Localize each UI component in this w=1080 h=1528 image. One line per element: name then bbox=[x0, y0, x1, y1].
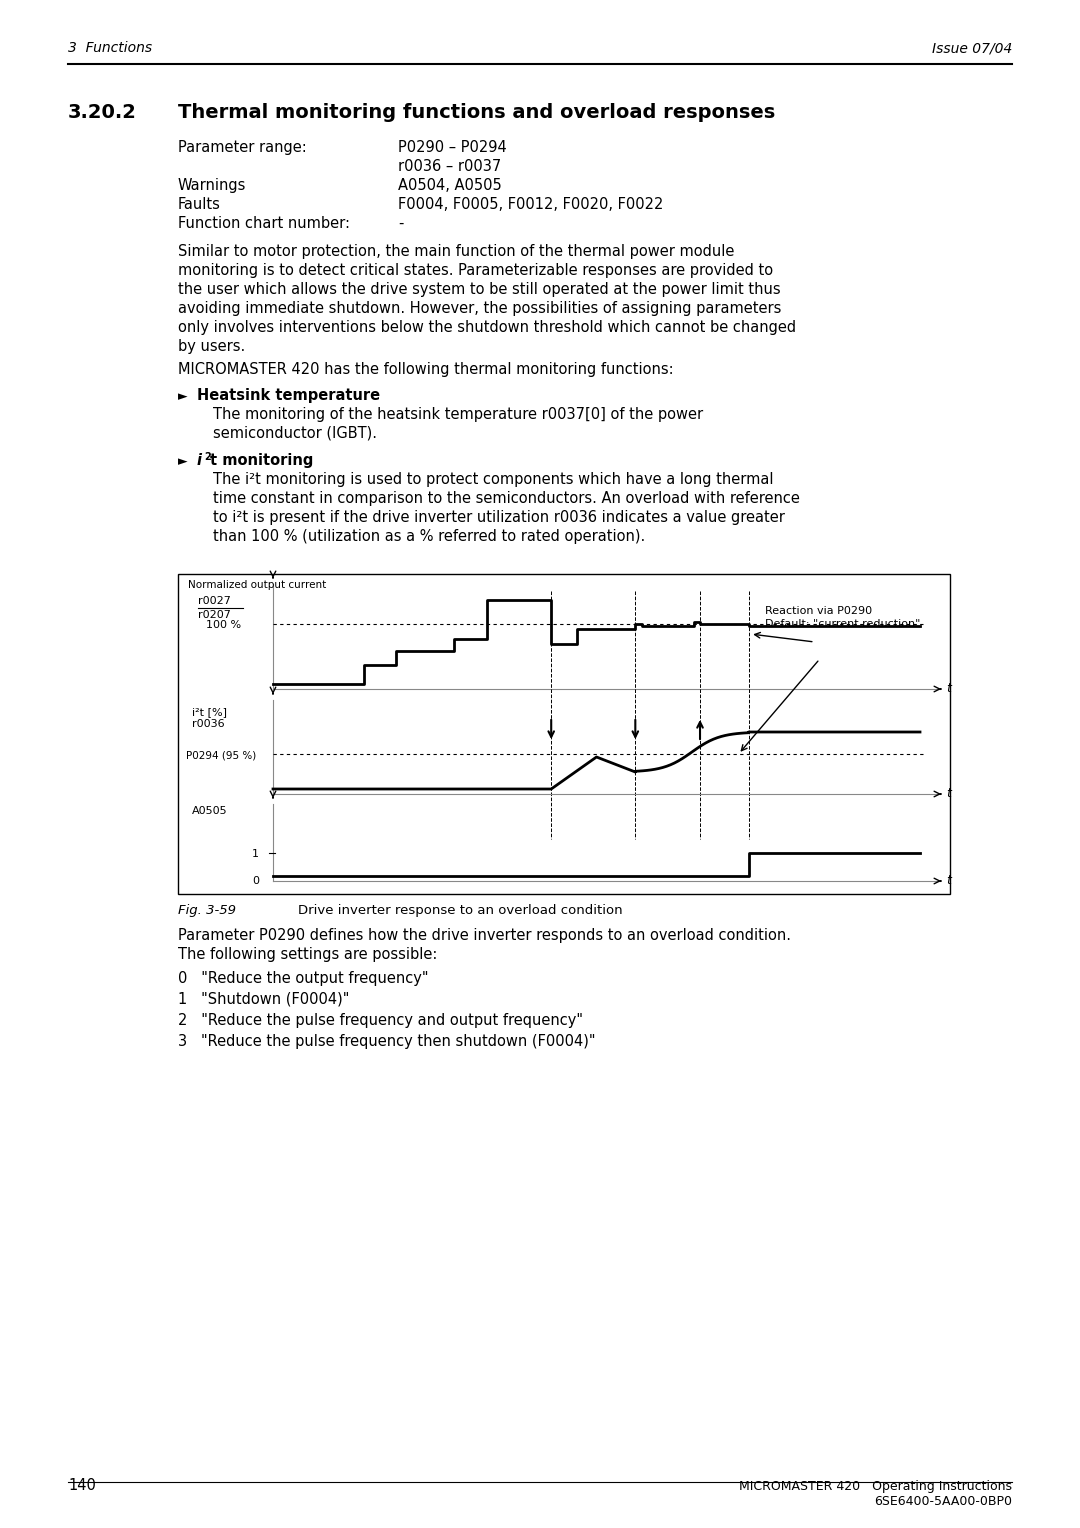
Text: 1   "Shutdown (F0004)": 1 "Shutdown (F0004)" bbox=[178, 992, 349, 1007]
Text: t monitoring: t monitoring bbox=[210, 452, 313, 468]
Text: t: t bbox=[946, 681, 950, 695]
Text: i²t [%]: i²t [%] bbox=[192, 707, 227, 717]
Text: 3.20.2: 3.20.2 bbox=[68, 102, 137, 122]
Text: to i²t is present if the drive inverter utilization r0036 indicates a value grea: to i²t is present if the drive inverter … bbox=[213, 510, 785, 526]
Text: Warnings: Warnings bbox=[178, 177, 246, 193]
Bar bbox=[178, 575, 950, 894]
Text: Parameter P0290 defines how the drive inverter responds to an overload condition: Parameter P0290 defines how the drive in… bbox=[178, 927, 791, 943]
Text: ►: ► bbox=[178, 390, 188, 403]
Text: F0004, F0005, F0012, F0020, F0022: F0004, F0005, F0012, F0020, F0022 bbox=[399, 197, 663, 212]
Text: by users.: by users. bbox=[178, 339, 245, 354]
Text: Parameter range:: Parameter range: bbox=[178, 141, 307, 154]
Text: The monitoring of the heatsink temperature r0037[0] of the power: The monitoring of the heatsink temperatu… bbox=[213, 406, 703, 422]
Text: Reaction via P0290: Reaction via P0290 bbox=[765, 607, 872, 616]
Text: Fig. 3-59: Fig. 3-59 bbox=[178, 905, 237, 917]
Text: Normalized output current: Normalized output current bbox=[188, 581, 326, 590]
Text: The i²t monitoring is used to protect components which have a long thermal: The i²t monitoring is used to protect co… bbox=[213, 472, 773, 487]
Text: Function chart number:: Function chart number: bbox=[178, 215, 350, 231]
Text: r0036: r0036 bbox=[192, 720, 225, 729]
Text: t: t bbox=[946, 874, 950, 886]
Text: Heatsink temperature: Heatsink temperature bbox=[197, 388, 380, 403]
Text: 2   "Reduce the pulse frequency and output frequency": 2 "Reduce the pulse frequency and output… bbox=[178, 1013, 583, 1028]
Text: Faults: Faults bbox=[178, 197, 221, 212]
Text: than 100 % (utilization as a % referred to rated operation).: than 100 % (utilization as a % referred … bbox=[213, 529, 645, 544]
Text: ►: ► bbox=[178, 455, 188, 468]
Text: 0   "Reduce the output frequency": 0 "Reduce the output frequency" bbox=[178, 970, 429, 986]
Text: the user which allows the drive system to be still operated at the power limit t: the user which allows the drive system t… bbox=[178, 283, 781, 296]
Text: The following settings are possible:: The following settings are possible: bbox=[178, 947, 437, 963]
Text: Similar to motor protection, the main function of the thermal power module: Similar to motor protection, the main fu… bbox=[178, 244, 734, 260]
Text: MICROMASTER 420 has the following thermal monitoring functions:: MICROMASTER 420 has the following therma… bbox=[178, 362, 674, 377]
Text: r0027: r0027 bbox=[198, 596, 231, 607]
Text: A0504, A0505: A0504, A0505 bbox=[399, 177, 502, 193]
Text: t: t bbox=[946, 787, 950, 801]
Text: avoiding immediate shutdown. However, the possibilities of assigning parameters: avoiding immediate shutdown. However, th… bbox=[178, 301, 781, 316]
Text: -: - bbox=[399, 215, 403, 231]
Text: Default: "current reduction": Default: "current reduction" bbox=[765, 619, 920, 630]
Text: A0505: A0505 bbox=[192, 805, 228, 816]
Text: monitoring is to detect critical states. Parameterizable responses are provided : monitoring is to detect critical states.… bbox=[178, 263, 773, 278]
Text: 1: 1 bbox=[252, 850, 259, 859]
Text: 3  Functions: 3 Functions bbox=[68, 41, 152, 55]
Text: r0207: r0207 bbox=[198, 610, 231, 620]
Text: only involves interventions below the shutdown threshold which cannot be changed: only involves interventions below the sh… bbox=[178, 319, 796, 335]
Text: 6SE6400-5AA00-0BP0: 6SE6400-5AA00-0BP0 bbox=[874, 1494, 1012, 1508]
Text: i: i bbox=[197, 452, 202, 468]
Text: 0: 0 bbox=[252, 876, 259, 886]
Text: P0290 – P0294: P0290 – P0294 bbox=[399, 141, 507, 154]
Text: MICROMASTER 420   Operating Instructions: MICROMASTER 420 Operating Instructions bbox=[739, 1481, 1012, 1493]
Text: 2: 2 bbox=[204, 452, 211, 461]
Text: 3   "Reduce the pulse frequency then shutdown (F0004)": 3 "Reduce the pulse frequency then shutd… bbox=[178, 1034, 595, 1050]
Text: semiconductor (IGBT).: semiconductor (IGBT). bbox=[213, 426, 377, 442]
Text: Thermal monitoring functions and overload responses: Thermal monitoring functions and overloa… bbox=[178, 102, 775, 122]
Text: P0294 (95 %): P0294 (95 %) bbox=[186, 750, 256, 759]
Text: time constant in comparison to the semiconductors. An overload with reference: time constant in comparison to the semic… bbox=[213, 490, 800, 506]
Text: Drive inverter response to an overload condition: Drive inverter response to an overload c… bbox=[298, 905, 623, 917]
Text: 100 %: 100 % bbox=[206, 620, 241, 630]
Text: Issue 07/04: Issue 07/04 bbox=[932, 41, 1012, 55]
Text: r0036 – r0037: r0036 – r0037 bbox=[399, 159, 501, 174]
Text: 140: 140 bbox=[68, 1478, 96, 1493]
